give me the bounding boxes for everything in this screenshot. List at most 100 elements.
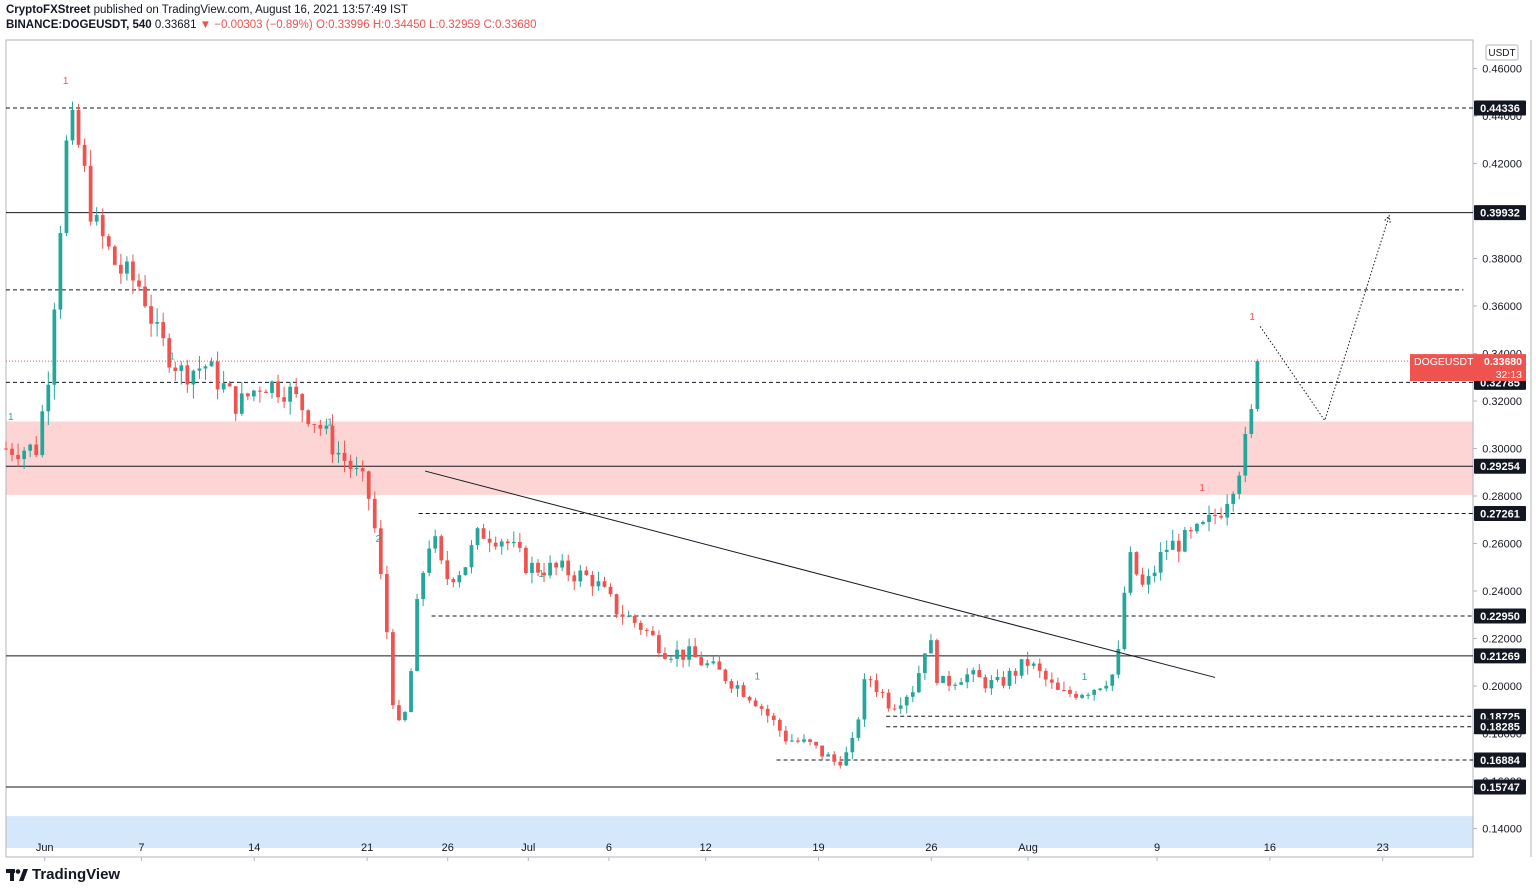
current-price-tag (1410, 354, 1526, 382)
candle-up (626, 615, 631, 617)
candle-up (415, 599, 419, 672)
candle-down (699, 657, 704, 666)
td-sequential-mark: 1 (1249, 312, 1255, 323)
candle-up (457, 575, 462, 583)
candle-up (499, 541, 504, 547)
candle-up (1031, 663, 1036, 666)
candle-up (324, 425, 329, 429)
candle-up (669, 658, 673, 660)
candle-down (318, 424, 323, 429)
chart-header: CryptoFXStreet published on TradingView.… (6, 3, 537, 33)
candle-up (898, 705, 903, 709)
candle-down (796, 740, 800, 742)
candle-up (1086, 694, 1090, 696)
x-tick-label: Jun (36, 842, 54, 854)
candle-up (58, 233, 63, 310)
symbol-line: BINANCE:DOGEUSDT, 540 0.33681 ▼ −0.00303… (6, 18, 537, 33)
candle-down (554, 562, 558, 568)
candle-down (880, 691, 885, 693)
candle-down (657, 635, 661, 654)
publisher-line: CryptoFXStreet published on TradingView.… (6, 3, 537, 18)
candle-down (602, 581, 607, 587)
candle-down (505, 541, 510, 544)
candle-up (910, 692, 915, 697)
candle-down (294, 386, 299, 395)
td-sequential-mark: 1 (8, 412, 14, 423)
candle-down (663, 653, 667, 659)
candle-up (1182, 529, 1187, 552)
candle-down (1219, 516, 1223, 518)
candle-up (463, 567, 468, 576)
candle-down (741, 685, 746, 697)
price-label: 0.44336 (1480, 103, 1520, 115)
candle-up (1225, 503, 1230, 518)
candle-down (330, 425, 335, 455)
candle-up (409, 671, 413, 713)
candle-down (783, 730, 788, 742)
price-label-box (1474, 100, 1526, 116)
candle-down (215, 361, 220, 390)
candle-down (832, 754, 837, 762)
candle-up (288, 386, 293, 402)
candle-down (566, 560, 571, 576)
x-tick-label: Jul (521, 842, 535, 854)
candle-down (149, 306, 153, 324)
candle-up (1092, 689, 1097, 695)
candle-down (717, 661, 722, 670)
candle-down (378, 528, 383, 575)
candle-up (916, 673, 921, 693)
candle-down (1213, 514, 1217, 517)
candle-up (403, 712, 407, 721)
y-tick-label: 0.24000 (1482, 586, 1522, 598)
price-change: ▼ −0.00303 (−0.89%) (199, 19, 313, 31)
candle-up (790, 740, 794, 742)
candle-down (82, 144, 87, 166)
trendline (425, 470, 1216, 678)
x-tick-label: 26 (442, 842, 454, 854)
projection-arrow-head (1384, 214, 1391, 223)
candle-down (886, 692, 891, 709)
td-sequential-mark: 1 (1082, 672, 1088, 683)
candle-up (40, 411, 45, 456)
currency-label: USDT (1488, 48, 1515, 59)
price-label: 0.21269 (1480, 651, 1520, 663)
candle-down (487, 538, 492, 543)
candle-up (354, 468, 359, 470)
candle-down (747, 696, 752, 701)
candle-down (584, 570, 589, 575)
candle-down (161, 322, 166, 339)
candle-down (372, 498, 377, 529)
candle-down (753, 700, 758, 707)
candle-down (167, 338, 172, 368)
candle-up (1249, 408, 1254, 434)
candle-down (1037, 663, 1042, 671)
x-tick-label: 7 (138, 842, 144, 854)
candle-up (953, 684, 957, 686)
ohlc-values: O:0.33996 H:0.34450 L:0.32959 C:0.33680 (315, 19, 537, 31)
candle-down (608, 586, 613, 595)
tradingview-footer[interactable]: TradingView (6, 866, 120, 883)
y-tick-label: 0.32000 (1482, 396, 1522, 408)
candle-down (1043, 670, 1048, 680)
candle-up (850, 737, 855, 753)
candle-up (1007, 670, 1012, 686)
candle-up (1195, 523, 1199, 532)
price-label: 0.15747 (1480, 782, 1520, 794)
candle-up (1116, 649, 1121, 675)
candle-down (1189, 529, 1193, 532)
candle-down (765, 708, 770, 716)
x-tick-label: 26 (925, 842, 937, 854)
candle-down (118, 264, 123, 274)
candle-down (771, 715, 776, 720)
candle-up (548, 562, 552, 576)
publish-info: published on TradingView.com, August 16,… (93, 4, 408, 16)
candle-up (1104, 685, 1109, 689)
author-name[interactable]: CryptoFXStreet (6, 4, 91, 16)
candle-up (209, 361, 214, 367)
candle-down (644, 629, 649, 631)
x-tick-label: 14 (248, 842, 260, 854)
candle-down (536, 562, 540, 573)
price-label-box (1474, 719, 1526, 735)
candle-up (1158, 551, 1163, 573)
